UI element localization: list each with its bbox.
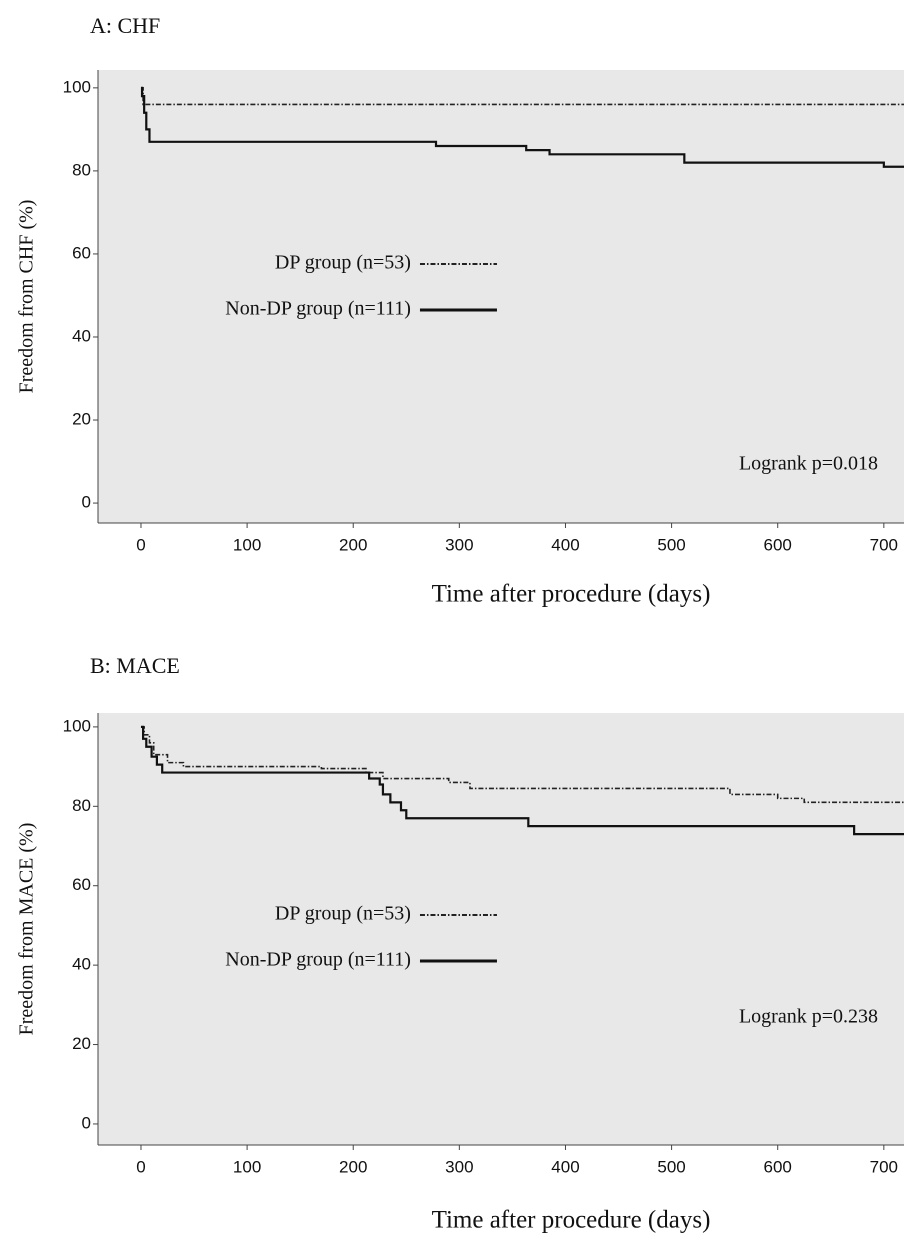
plot-background [98,713,904,1145]
chart-title: A: CHF [90,13,160,38]
y-tick-label: 40 [72,955,91,974]
survival-line [140,86,904,168]
survival-line [140,725,904,836]
x-axis-label: Time after procedure (days) [432,581,711,608]
legend-label: DP group (n=53) [275,252,411,274]
x-tick-label: 300 [445,535,473,554]
x-tick-label: 100 [233,535,261,554]
x-tick-label: 500 [657,535,685,554]
x-tick-label: 100 [233,1157,261,1176]
y-tick-label: 100 [63,77,91,96]
annotation: Logrank p=0.018 [739,453,878,475]
y-tick-label: 60 [72,243,91,262]
y-axis-label: Freedom from MACE (%) [16,823,38,1036]
x-tick-label: 500 [657,1157,685,1176]
y-tick-label: 40 [72,326,91,345]
y-tick-label: 20 [72,1034,91,1053]
x-tick-label: 600 [764,1157,792,1176]
y-tick-label: 80 [72,160,91,179]
x-tick-label: 600 [764,535,792,554]
x-tick-label: 400 [551,1157,579,1176]
annotation: Logrank p=0.238 [739,1006,878,1028]
y-axis-label: Freedom from CHF (%) [16,200,38,394]
y-tick-label: 80 [72,796,91,815]
legend-label: Non-DP group (n=111) [225,949,411,971]
y-tick-label: 0 [82,1113,91,1132]
survival-line [140,726,904,804]
x-tick-label: 0 [136,535,145,554]
x-tick-label: 200 [339,535,367,554]
y-tick-label: 60 [72,875,91,894]
x-tick-label: 0 [136,1157,145,1176]
y-tick-label: 100 [63,716,91,735]
legend-label: DP group (n=53) [275,903,411,925]
x-tick-label: 200 [339,1157,367,1176]
x-tick-label: 400 [551,535,579,554]
legend-label: Non-DP group (n=111) [225,298,411,320]
y-tick-label: 20 [72,410,91,429]
y-tick-label: 0 [82,493,91,512]
x-tick-label: 700 [870,1157,898,1176]
chart-title: B: MACE [90,653,180,678]
x-tick-label: 300 [445,1157,473,1176]
x-tick-label: 700 [870,535,898,554]
x-axis-label: Time after procedure (days) [432,1207,711,1234]
